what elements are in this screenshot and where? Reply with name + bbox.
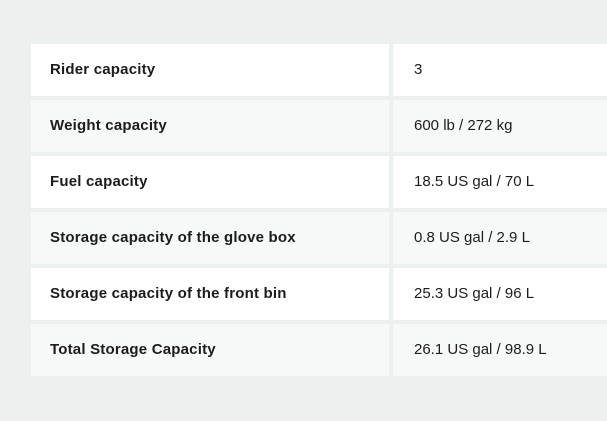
spec-label: Weight capacity [31,100,389,152]
table-row: Weight capacity 600 lb / 272 kg [31,100,607,152]
table-row: Storage capacity of the front bin 25.3 U… [31,268,607,320]
spec-value: 3 [393,44,607,96]
spec-value: 25.3 US gal / 96 L [393,268,607,320]
spec-value: 18.5 US gal / 70 L [393,156,607,208]
table-row: Fuel capacity 18.5 US gal / 70 L [31,156,607,208]
spec-value: 26.1 US gal / 98.9 L [393,324,607,376]
table-row: Rider capacity 3 [31,44,607,96]
spec-value: 0.8 US gal / 2.9 L [393,212,607,264]
spec-label: Storage capacity of the front bin [31,268,389,320]
table-row: Storage capacity of the glove box 0.8 US… [31,212,607,264]
spec-label: Fuel capacity [31,156,389,208]
spec-label: Storage capacity of the glove box [31,212,389,264]
spec-value: 600 lb / 272 kg [393,100,607,152]
specifications-table: Rider capacity 3 Weight capacity 600 lb … [31,44,607,376]
spec-label: Rider capacity [31,44,389,96]
spec-label: Total Storage Capacity [31,324,389,376]
table-row: Total Storage Capacity 26.1 US gal / 98.… [31,324,607,376]
